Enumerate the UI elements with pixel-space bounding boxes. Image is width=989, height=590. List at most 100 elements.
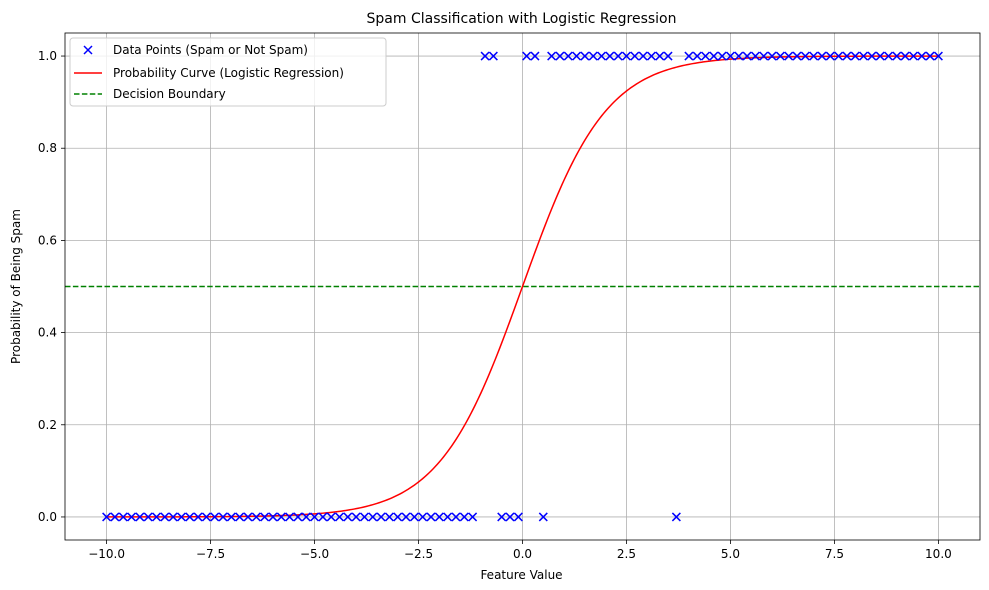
data-point [201,512,211,522]
data-point [883,51,894,61]
data-point [235,512,245,522]
data-point [384,512,394,522]
data-point [580,51,590,61]
x-tick-label: −7.5 [196,547,225,561]
y-tick-label: 0.4 [38,326,57,340]
data-point [268,512,278,522]
data-point [621,51,632,61]
x-tick-label: 10.0 [925,547,952,561]
legend-box [69,37,387,107]
chart-title: Spam Classification with Logistic Regres… [367,11,677,27]
data-point [426,512,436,522]
data-point [563,51,573,61]
data-point [775,51,785,61]
data-point [692,51,702,61]
data-point [443,512,453,522]
data-point [168,512,178,522]
data-point [759,51,769,61]
data-points-layer [102,51,943,522]
data-point [135,512,145,522]
data-point [376,512,386,522]
data-point [613,51,623,61]
data-point [480,51,490,61]
data-point [434,512,444,522]
y-tick-label: 1.0 [38,49,57,63]
data-point [917,51,927,61]
data-point [671,512,681,522]
data-point [218,512,228,522]
data-point [210,512,220,522]
data-point [809,51,819,61]
data-point [513,512,523,522]
data-point [734,51,744,61]
y-tick-label: 0.8 [38,141,57,155]
data-point [185,512,195,522]
data-point [538,512,548,522]
x-axis-ticks: −10.0 −7.5 −5.0 −2.5 0.0 2.5 5.0 7.5 10.0 [88,540,952,561]
data-point [834,51,844,61]
y-axis-ticks: 0.0 0.2 0.4 0.6 0.8 1.0 [38,49,65,524]
data-point [522,51,532,61]
x-tick-label: −5.0 [300,547,329,561]
x-axis-title: Feature Value [480,568,562,582]
data-point [143,512,153,522]
data-point [193,512,203,522]
data-point [933,51,943,61]
data-point [875,51,885,61]
data-point [655,51,665,61]
legend-label-decision-boundary: Decision Boundary [113,87,226,101]
x-tick-label: 2.5 [617,547,636,561]
data-point [318,512,328,522]
data-point [792,51,802,61]
data-point [110,512,120,522]
data-point [293,512,303,522]
data-point [572,51,582,61]
data-point [285,512,295,522]
data-point [547,51,557,61]
x-tick-label: 7.5 [825,547,844,561]
legend-marker-data-points [83,45,93,55]
data-point [497,512,507,522]
y-tick-label: 0.6 [38,233,57,247]
data-point [160,512,170,522]
y-tick-label: 0.0 [38,510,57,524]
data-point [260,512,270,522]
x-tick-label: 0.0 [513,547,532,561]
data-point [908,51,918,61]
data-point [742,51,752,61]
data-point [842,51,852,61]
data-point [368,512,378,522]
data-point [409,512,419,522]
data-point [767,51,777,61]
data-point [605,51,615,61]
data-point [418,512,428,522]
data-point [151,512,162,522]
y-tick-label: 0.2 [38,418,57,432]
data-point [817,51,827,61]
grid [65,33,980,540]
data-point [451,512,461,522]
data-point [588,51,598,61]
data-point [102,512,112,522]
data-point [351,512,361,522]
data-point [459,512,469,522]
data-point [326,512,336,522]
data-point [127,512,137,522]
data-point [310,512,320,522]
legend-label-probability-curve: Probability Curve (Logistic Regression) [113,66,344,80]
probability-curve-layer [106,55,939,518]
probability-curve [106,55,939,518]
data-point [555,51,565,61]
data-point [663,51,673,61]
data-point [301,512,311,522]
x-tick-label: −2.5 [404,547,433,561]
data-point [176,512,186,522]
data-point [900,51,910,61]
data-point [867,51,877,61]
data-point [530,51,540,61]
data-point [468,512,478,522]
data-point [401,512,411,522]
legend: Data Points (Spam or Not Spam) Probabili… [69,37,387,107]
data-point [717,51,727,61]
